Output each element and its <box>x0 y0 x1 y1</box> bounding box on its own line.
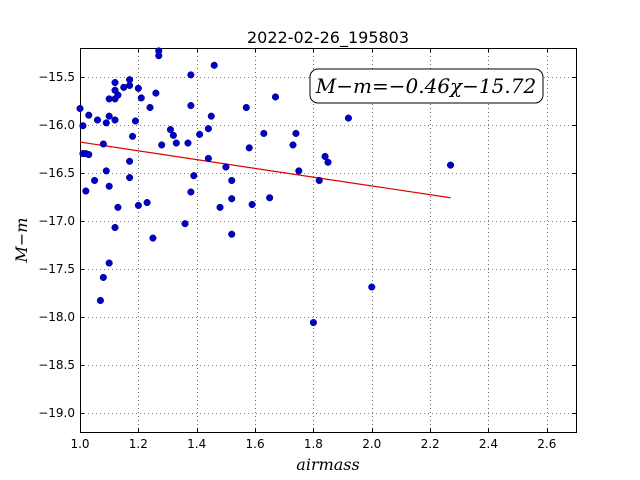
fit-line <box>79 141 451 199</box>
data-point <box>324 158 332 166</box>
data-points <box>76 47 455 327</box>
data-point <box>91 176 99 185</box>
fit-line-layer <box>79 141 451 199</box>
data-point <box>85 111 93 119</box>
data-point <box>134 84 142 92</box>
x-tick-label: 1.4 <box>187 437 206 451</box>
data-point <box>111 116 119 124</box>
data-point <box>309 319 317 327</box>
data-point <box>114 203 122 211</box>
data-point <box>105 112 113 120</box>
data-point <box>190 172 198 180</box>
data-point <box>228 230 236 238</box>
x-axis-label: airmass <box>296 455 359 474</box>
data-point <box>166 126 174 134</box>
data-point <box>196 130 204 138</box>
y-tick-label: −18.0 <box>38 310 75 324</box>
data-point <box>184 139 192 147</box>
data-point <box>143 199 151 207</box>
data-point <box>289 141 297 149</box>
x-tick-label: 2.0 <box>362 437 381 451</box>
data-point <box>128 132 137 140</box>
y-axis-label: M−m <box>12 218 31 264</box>
x-tick-label: 1.6 <box>246 437 265 451</box>
y-tick-label: −17.0 <box>38 214 75 228</box>
y-tick-label: −17.5 <box>38 262 75 276</box>
data-point <box>204 125 212 133</box>
data-point <box>155 52 163 60</box>
data-point <box>99 273 107 281</box>
y-tick-label: −15.5 <box>38 70 75 84</box>
equation-annotation: M−m=−0.46χ−15.72 <box>309 68 544 104</box>
x-tick-label: 1.2 <box>129 437 148 451</box>
data-point <box>126 174 134 182</box>
data-point <box>181 220 189 228</box>
data-point <box>187 188 195 196</box>
data-point <box>149 234 157 242</box>
data-point <box>242 103 250 112</box>
data-point <box>105 182 113 190</box>
data-point <box>76 104 84 113</box>
plot-frame <box>80 48 577 433</box>
data-point <box>111 79 119 87</box>
x-tick-label: 1.8 <box>304 437 323 451</box>
data-point <box>158 141 166 149</box>
data-point <box>99 140 107 148</box>
data-point <box>271 93 280 101</box>
data-point <box>295 167 303 175</box>
data-point <box>187 71 195 79</box>
data-point <box>446 161 455 169</box>
data-point <box>228 195 236 203</box>
data-point <box>266 194 274 202</box>
data-point <box>222 163 230 171</box>
x-tick-label: 1.0 <box>70 437 89 451</box>
grid <box>80 48 576 432</box>
data-point <box>228 176 236 185</box>
data-point <box>169 131 177 139</box>
data-point <box>207 112 215 120</box>
axis-ticks: 1.0 1.2 1.4 1.6 1.8 2.0 2.2 2.4 2.6 −15.5 −16.0 −16… <box>38 48 576 451</box>
data-point <box>137 94 145 102</box>
data-point <box>368 283 376 291</box>
y-tick-label: −16.0 <box>38 118 75 132</box>
data-point <box>105 259 113 267</box>
data-point <box>102 167 110 175</box>
data-point <box>315 176 323 185</box>
chart-title: 2022-02-26_195803 <box>247 28 409 48</box>
data-point <box>131 117 139 125</box>
data-point <box>344 114 352 122</box>
y-tick-label: −16.5 <box>38 166 75 180</box>
data-point <box>146 103 154 112</box>
data-point <box>245 144 253 152</box>
data-point <box>111 223 119 232</box>
data-point <box>114 91 122 99</box>
data-point <box>79 122 87 130</box>
data-point <box>204 154 212 162</box>
x-tick-label: 2.4 <box>479 437 498 451</box>
data-point <box>93 116 102 124</box>
data-point <box>126 81 134 89</box>
data-point <box>82 187 90 195</box>
y-tick-label: −18.5 <box>38 358 75 372</box>
data-point <box>85 151 93 159</box>
y-tick-label: −19.0 <box>38 406 75 420</box>
data-point <box>248 200 256 209</box>
data-point <box>216 203 224 211</box>
data-point <box>152 89 160 97</box>
data-point <box>187 102 195 110</box>
annotation-box <box>309 68 544 104</box>
data-point <box>260 129 268 137</box>
data-point <box>292 129 300 137</box>
annotation-text: M−m=−0.46χ−15.72 <box>315 74 536 98</box>
data-point <box>210 61 218 69</box>
data-point <box>96 296 104 305</box>
x-tick-label: 2.2 <box>421 437 440 451</box>
x-tick-label: 2.6 <box>537 437 556 451</box>
data-point <box>321 152 329 161</box>
data-point <box>134 201 142 209</box>
data-point <box>172 139 180 147</box>
data-point <box>126 157 134 165</box>
data-point <box>102 119 110 127</box>
